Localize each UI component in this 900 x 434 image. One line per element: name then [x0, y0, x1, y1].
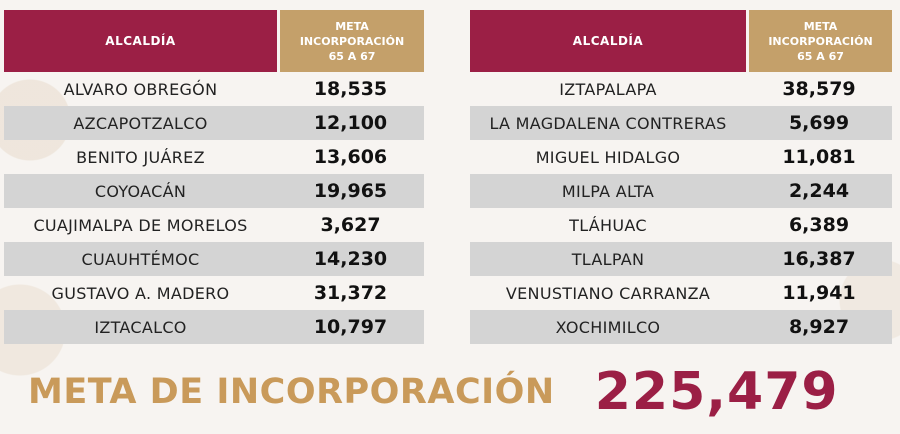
meta-value: 5,699 — [788, 112, 850, 134]
alcaldia-name: MILPA ALTA — [561, 181, 655, 201]
alcaldia-name: MIGUEL HIDALGO — [535, 147, 681, 167]
table-row: LA MAGDALENA CONTRERAS 5,699 — [470, 106, 892, 140]
alcaldia-name: CUAUHTÉMOC — [81, 249, 200, 269]
table-row: GUSTAVO A. MADERO 31,372 — [4, 276, 424, 310]
total-label: META DE INCORPORACIÓN — [28, 372, 555, 412]
table-row: CUAJIMALPA DE MORELOS 3,627 — [4, 208, 424, 242]
header-meta-line2: INCORPORACIÓN — [299, 34, 405, 48]
meta-value: 31,372 — [313, 282, 388, 304]
header-meta-line1: META — [803, 19, 838, 33]
meta-value: 3,627 — [320, 214, 381, 236]
meta-value: 38,579 — [782, 78, 856, 100]
alcaldia-name: TLALPAN — [571, 249, 645, 269]
table-row: IZTACALCO 10,797 — [4, 310, 424, 344]
meta-value: 11,081 — [782, 146, 856, 168]
alcaldia-name: BENITO JUÁREZ — [76, 147, 205, 167]
table-row: CUAUHTÉMOC 14,230 — [4, 242, 424, 276]
total-banner: META DE INCORPORACIÓN 225,479 — [28, 362, 839, 422]
header-meta-line3: 65 A 67 — [797, 49, 844, 63]
table-header: ALCALDÍA META INCORPORACIÓN 65 A 67 — [4, 10, 424, 72]
header-alcaldia: ALCALDÍA — [470, 10, 746, 72]
meta-value: 16,387 — [782, 248, 856, 270]
alcaldia-name: IZTACALCO — [94, 317, 187, 337]
total-value: 225,479 — [594, 362, 839, 422]
meta-value: 2,244 — [788, 180, 850, 202]
header-meta: META INCORPORACIÓN 65 A 67 — [280, 10, 424, 72]
alcaldia-name: GUSTAVO A. MADERO — [51, 283, 230, 303]
alcaldia-name: AZCAPOTZALCO — [73, 113, 208, 133]
header-meta-line2: INCORPORACIÓN — [768, 34, 873, 48]
header-meta: META INCORPORACIÓN 65 A 67 — [749, 10, 892, 72]
meta-value: 13,606 — [313, 146, 388, 168]
table-row: MIGUEL HIDALGO 11,081 — [470, 140, 892, 174]
meta-value: 19,965 — [313, 180, 388, 202]
table-row: TLALPAN 16,387 — [470, 242, 892, 276]
alcaldia-name: IZTAPALAPA — [559, 79, 657, 99]
table-row: TLÁHUAC 6,389 — [470, 208, 892, 242]
header-meta-line3: 65 A 67 — [328, 49, 376, 63]
meta-value: 14,230 — [313, 248, 388, 270]
table-row: AZCAPOTZALCO 12,100 — [4, 106, 424, 140]
alcaldia-name: XOCHIMILCO — [555, 317, 661, 337]
alcaldia-name: LA MAGDALENA CONTRERAS — [489, 113, 727, 133]
alcaldia-name: TLÁHUAC — [569, 215, 647, 235]
table-row: COYOACÁN 19,965 — [4, 174, 424, 208]
meta-value: 11,941 — [782, 282, 856, 304]
meta-value: 6,389 — [788, 214, 850, 236]
alcaldia-name: CUAJIMALPA DE MORELOS — [33, 215, 248, 235]
alcaldia-name: COYOACÁN — [94, 181, 187, 201]
meta-value: 10,797 — [313, 316, 388, 338]
table-row: IZTAPALAPA 38,579 — [470, 72, 892, 106]
header-meta-line1: META — [335, 19, 369, 33]
meta-value: 12,100 — [313, 112, 388, 134]
table-row: XOCHIMILCO 8,927 — [470, 310, 892, 344]
meta-value: 18,535 — [313, 78, 388, 100]
table-row: VENUSTIANO CARRANZA 11,941 — [470, 276, 892, 310]
alcaldia-name: ALVARO OBREGÓN — [63, 79, 218, 99]
left-table: ALCALDÍA META INCORPORACIÓN 65 A 67 ALVA… — [4, 10, 424, 344]
table-row: BENITO JUÁREZ 13,606 — [4, 140, 424, 174]
right-table: ALCALDÍA META INCORPORACIÓN 65 A 67 IZTA… — [470, 10, 892, 344]
meta-value: 8,927 — [788, 316, 850, 338]
table-row: ALVARO OBREGÓN 18,535 — [4, 72, 424, 106]
alcaldia-name: VENUSTIANO CARRANZA — [505, 283, 711, 303]
header-alcaldia: ALCALDÍA — [4, 10, 277, 72]
table-header: ALCALDÍA META INCORPORACIÓN 65 A 67 — [470, 10, 892, 72]
table-row: MILPA ALTA 2,244 — [470, 174, 892, 208]
